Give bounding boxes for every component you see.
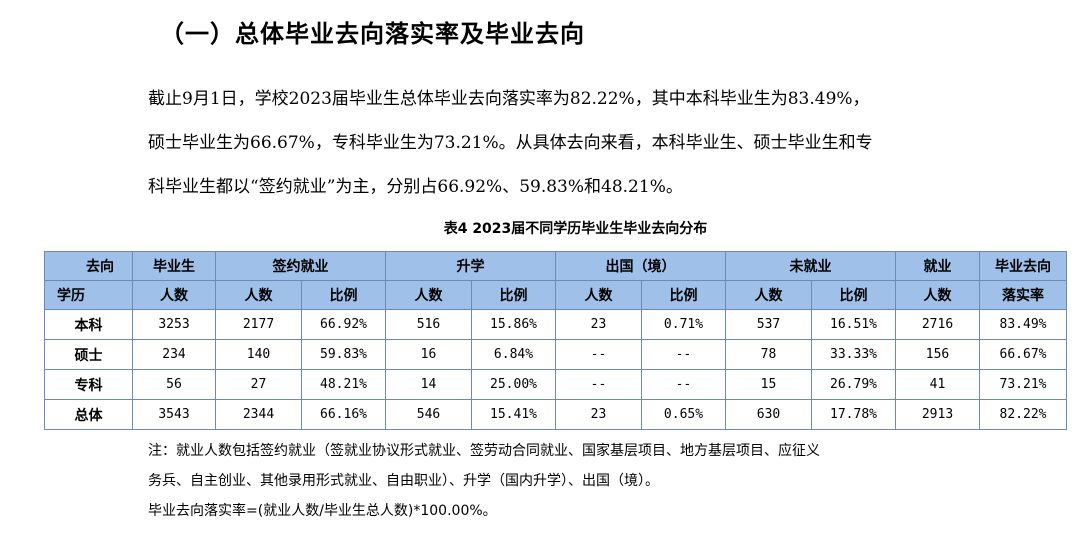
signed-ratio-header: 比例 [301,280,386,310]
unemployed-ratio-header: 比例 [811,280,896,310]
signed-count-header: 人数 [215,280,302,310]
cell-signed-ratio: 48.21% [301,369,386,400]
cell-grads: 3253 [132,309,216,340]
cell-further-count: 16 [385,339,472,370]
cell-rate: 83.49% [979,309,1067,340]
cell-abroad-count: 23 [555,399,642,430]
destination-table: 去向 毕业生 签约就业 升学 出国（境） 未就业 就业 毕业去向 学历 人数 人… [44,251,1067,430]
cell-unemployed-count: 78 [725,339,812,370]
cell-abroad-count: 23 [555,309,642,340]
cell-abroad-ratio: 0.65% [641,399,726,430]
cell-unemployed-ratio: 17.78% [811,399,896,430]
signed-group-header: 签约就业 [215,251,386,281]
cell-further-ratio: 15.41% [471,399,556,430]
graduates-header-top: 毕业生 [132,251,216,281]
cell-employed: 41 [895,369,980,400]
cell-unemployed-count: 630 [725,399,812,430]
cell-signed-count: 2344 [215,399,302,430]
cell-grads: 3543 [132,399,216,430]
corner-top-label: 去向 [44,251,133,281]
cell-abroad-count: -- [555,339,642,370]
note-line-2: 务兵、自主创业、其他录用形式就业、自由职业）、升学（国内升学）、出国（境）。 [148,473,659,489]
cell-abroad-ratio: 0.71% [641,309,726,340]
cell-abroad-ratio: -- [641,369,726,400]
note-formula: 毕业去向落实率=(就业人数/毕业生总人数)*100.00%。 [148,503,497,519]
unemployed-count-header: 人数 [725,280,812,310]
cell-signed-count: 140 [215,339,302,370]
row-label: 硕士 [44,339,133,370]
table-caption: 表4 2023届不同学历毕业生毕业去向分布 [443,221,708,237]
row-label: 本科 [44,309,133,340]
cell-further-ratio: 25.00% [471,369,556,400]
cell-unemployed-count: 537 [725,309,812,340]
cell-signed-ratio: 66.92% [301,309,386,340]
header-row-2: 学历 人数 人数 比例 人数 比例 人数 比例 人数 比例 人数 落实率 [44,280,1067,310]
table-row: 本科 3253 2177 66.92% 516 15.86% 23 0.71% … [44,309,1067,340]
paragraph-line-3: 科毕业生都以“签约就业”为主，分别占66.92%、59.83%和48.21%。 [148,177,683,197]
cell-employed: 156 [895,339,980,370]
cell-unemployed-ratio: 33.33% [811,339,896,370]
cell-grads: 56 [132,369,216,400]
rate-header-top: 毕业去向 [979,251,1067,281]
abroad-group-header: 出国（境） [555,251,726,281]
paragraph-line-2: 硕士毕业生为66.67%，专科毕业生为73.21%。从具体去向来看，本科毕业生、… [148,133,873,153]
cell-rate: 66.67% [979,339,1067,370]
further-count-header: 人数 [385,280,472,310]
cell-further-count: 546 [385,399,472,430]
cell-abroad-count: -- [555,369,642,400]
cell-further-count: 516 [385,309,472,340]
cell-further-count: 14 [385,369,472,400]
cell-employed: 2913 [895,399,980,430]
cell-unemployed-ratio: 16.51% [811,309,896,340]
further-group-header: 升学 [385,251,556,281]
cell-signed-count: 2177 [215,309,302,340]
employed-header-top: 就业 [895,251,980,281]
cell-signed-ratio: 59.83% [301,339,386,370]
note-line-1: 注：就业人数包括签约就业（签就业协议形式就业、签劳动合同就业、国家基层项目、地方… [148,443,820,459]
section-heading: （一）总体毕业去向落实率及毕业去向 [160,20,585,48]
paragraph-line-1: 截止9月1日，学校2023届毕业生总体毕业去向落实率为82.22%，其中本科毕业… [148,89,870,109]
row-label: 专科 [44,369,133,400]
further-ratio-header: 比例 [471,280,556,310]
cell-rate: 73.21% [979,369,1067,400]
rate-header-bottom: 落实率 [979,280,1067,310]
employed-header-bottom: 人数 [895,280,980,310]
cell-rate: 82.22% [979,399,1067,430]
table-row: 专科 56 27 48.21% 14 25.00% -- -- 15 26.79… [44,369,1067,400]
cell-unemployed-ratio: 26.79% [811,369,896,400]
abroad-count-header: 人数 [555,280,642,310]
table-row: 硕士 234 140 59.83% 16 6.84% -- -- 78 33.3… [44,339,1067,370]
cell-signed-count: 27 [215,369,302,400]
cell-signed-ratio: 66.16% [301,399,386,430]
table-row: 总体 3543 2344 66.16% 546 15.41% 23 0.65% … [44,399,1067,430]
graduates-header-bottom: 人数 [132,280,216,310]
corner-bottom-label: 学历 [44,280,133,310]
abroad-ratio-header: 比例 [641,280,726,310]
cell-further-ratio: 6.84% [471,339,556,370]
row-label: 总体 [44,399,133,430]
cell-abroad-ratio: -- [641,339,726,370]
cell-employed: 2716 [895,309,980,340]
header-row-1: 去向 毕业生 签约就业 升学 出国（境） 未就业 就业 毕业去向 [44,251,1067,281]
cell-grads: 234 [132,339,216,370]
cell-unemployed-count: 15 [725,369,812,400]
unemployed-group-header: 未就业 [725,251,896,281]
cell-further-ratio: 15.86% [471,309,556,340]
